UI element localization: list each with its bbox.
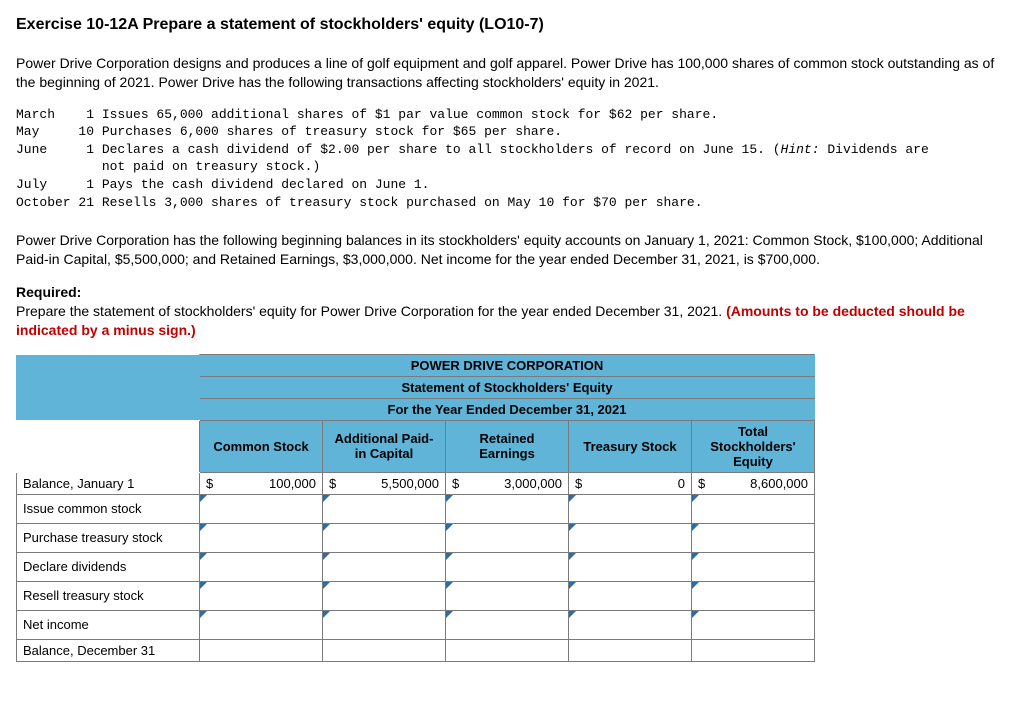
input-cell[interactable] bbox=[569, 494, 692, 523]
required-block: Required: Prepare the statement of stock… bbox=[16, 283, 1008, 340]
dropdown-icon bbox=[323, 582, 330, 589]
balances-paragraph: Power Drive Corporation has the followin… bbox=[16, 231, 1008, 269]
required-label: Required: bbox=[16, 284, 81, 300]
input-cell[interactable] bbox=[200, 610, 323, 639]
table-row: Declare dividends bbox=[17, 552, 815, 581]
table-title-statement: Statement of Stockholders' Equity bbox=[200, 376, 815, 398]
dropdown-icon bbox=[569, 553, 576, 560]
row-label-purchase-ts: Purchase treasury stock bbox=[17, 523, 200, 552]
cell-cs-jan1[interactable]: $100,000 bbox=[200, 472, 323, 494]
dropdown-icon bbox=[200, 611, 207, 618]
table-row: Net income bbox=[17, 610, 815, 639]
dropdown-icon bbox=[692, 524, 699, 531]
cell-re-jan1[interactable]: $3,000,000 bbox=[446, 472, 569, 494]
dropdown-icon bbox=[569, 611, 576, 618]
col-total-equity: Total Stockholders' Equity bbox=[692, 420, 815, 472]
dropdown-icon bbox=[569, 582, 576, 589]
dropdown-icon bbox=[569, 495, 576, 502]
table-title-period: For the Year Ended December 31, 2021 bbox=[200, 398, 815, 420]
input-cell[interactable] bbox=[200, 581, 323, 610]
dropdown-icon bbox=[692, 611, 699, 618]
dropdown-icon bbox=[692, 582, 699, 589]
transactions-block: March 1 Issues 65,000 additional shares … bbox=[16, 106, 1008, 211]
dropdown-icon bbox=[569, 524, 576, 531]
dropdown-icon bbox=[323, 553, 330, 560]
input-cell[interactable] bbox=[569, 610, 692, 639]
input-cell[interactable] bbox=[692, 610, 815, 639]
dropdown-icon bbox=[200, 582, 207, 589]
input-cell[interactable] bbox=[692, 494, 815, 523]
input-cell[interactable] bbox=[446, 552, 569, 581]
row-label-net-income: Net income bbox=[17, 610, 200, 639]
dropdown-icon bbox=[323, 495, 330, 502]
cell-re-dec31[interactable] bbox=[446, 639, 569, 661]
input-cell[interactable] bbox=[446, 494, 569, 523]
dropdown-icon bbox=[692, 553, 699, 560]
input-cell[interactable] bbox=[692, 552, 815, 581]
row-label-balance-jan1: Balance, January 1 bbox=[17, 472, 200, 494]
input-cell[interactable] bbox=[692, 523, 815, 552]
dropdown-icon bbox=[446, 553, 453, 560]
input-cell[interactable] bbox=[446, 610, 569, 639]
row-label-resell-ts: Resell treasury stock bbox=[17, 581, 200, 610]
cell-apic-jan1[interactable]: $5,500,000 bbox=[323, 472, 446, 494]
table-row: Balance, January 1 $100,000 $5,500,000 $… bbox=[17, 472, 815, 494]
row-label-dividends: Declare dividends bbox=[17, 552, 200, 581]
blank-corner-2 bbox=[17, 420, 200, 472]
table-row: Resell treasury stock bbox=[17, 581, 815, 610]
table-row: Purchase treasury stock bbox=[17, 523, 815, 552]
table-title-company: POWER DRIVE CORPORATION bbox=[200, 354, 815, 376]
input-cell[interactable] bbox=[200, 494, 323, 523]
dropdown-icon bbox=[200, 524, 207, 531]
input-cell[interactable] bbox=[200, 552, 323, 581]
stockholders-equity-table: POWER DRIVE CORPORATION Statement of Sto… bbox=[16, 354, 815, 662]
input-cell[interactable] bbox=[323, 494, 446, 523]
input-cell[interactable] bbox=[200, 523, 323, 552]
table-row: Balance, December 31 bbox=[17, 639, 815, 661]
input-cell[interactable] bbox=[446, 581, 569, 610]
input-cell[interactable] bbox=[323, 610, 446, 639]
input-cell[interactable] bbox=[323, 581, 446, 610]
cell-ts-dec31[interactable] bbox=[569, 639, 692, 661]
input-cell[interactable] bbox=[323, 552, 446, 581]
blank-corner bbox=[17, 354, 200, 420]
dropdown-icon bbox=[446, 582, 453, 589]
dropdown-icon bbox=[446, 524, 453, 531]
dropdown-icon bbox=[200, 495, 207, 502]
dropdown-icon bbox=[446, 611, 453, 618]
cell-tot-jan1[interactable]: $8,600,000 bbox=[692, 472, 815, 494]
col-additional-paid-in: Additional Paid-in Capital bbox=[323, 420, 446, 472]
col-retained-earnings: Retained Earnings bbox=[446, 420, 569, 472]
intro-paragraph: Power Drive Corporation designs and prod… bbox=[16, 54, 1008, 92]
cell-apic-dec31[interactable] bbox=[323, 639, 446, 661]
cell-cs-dec31[interactable] bbox=[200, 639, 323, 661]
input-cell[interactable] bbox=[569, 552, 692, 581]
dropdown-icon bbox=[200, 553, 207, 560]
table-row: Issue common stock bbox=[17, 494, 815, 523]
input-cell[interactable] bbox=[692, 581, 815, 610]
dropdown-icon bbox=[692, 495, 699, 502]
cell-ts-jan1[interactable]: $0 bbox=[569, 472, 692, 494]
input-cell[interactable] bbox=[569, 581, 692, 610]
dropdown-icon bbox=[323, 611, 330, 618]
row-label-issue: Issue common stock bbox=[17, 494, 200, 523]
input-cell[interactable] bbox=[323, 523, 446, 552]
exercise-heading: Exercise 10-12A Prepare a statement of s… bbox=[16, 16, 1008, 34]
required-text: Prepare the statement of stockholders' e… bbox=[16, 303, 726, 319]
input-cell[interactable] bbox=[446, 523, 569, 552]
dropdown-icon bbox=[323, 524, 330, 531]
col-treasury-stock: Treasury Stock bbox=[569, 420, 692, 472]
dropdown-icon bbox=[446, 495, 453, 502]
input-cell[interactable] bbox=[569, 523, 692, 552]
row-label-balance-dec31: Balance, December 31 bbox=[17, 639, 200, 661]
col-common-stock: Common Stock bbox=[200, 420, 323, 472]
cell-tot-dec31[interactable] bbox=[692, 639, 815, 661]
